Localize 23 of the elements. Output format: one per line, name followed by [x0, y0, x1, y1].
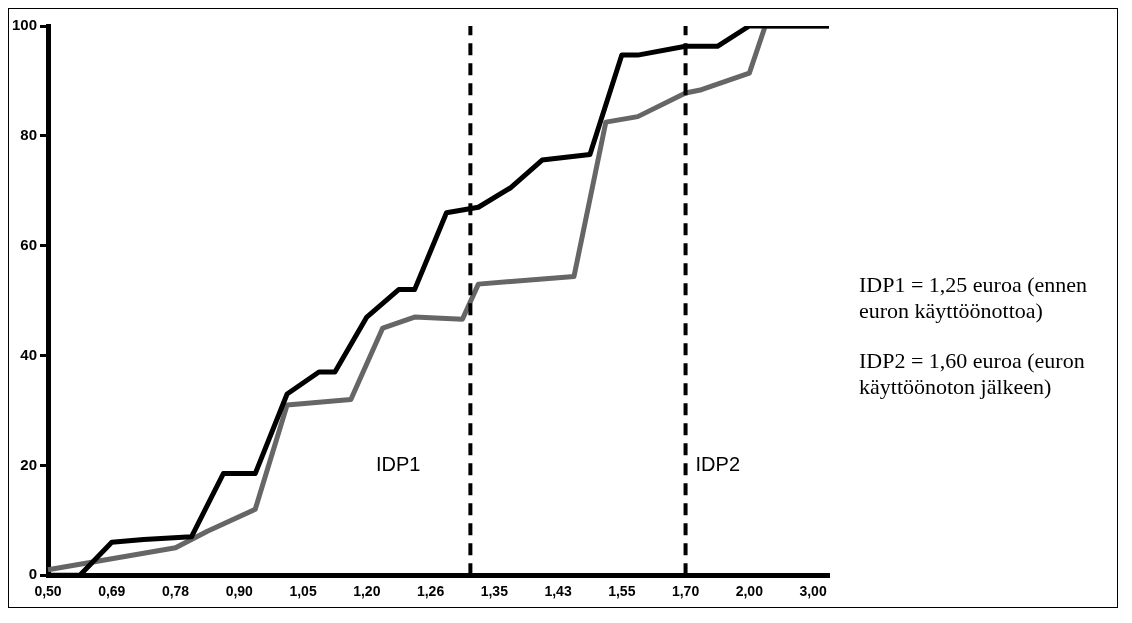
y-tick-label: 80 [20, 125, 38, 143]
text: IDP1 = 1,25 euroa (ennen euron käyttöönottoa) [859, 272, 1089, 324]
x-tick-label: 1,20 [353, 583, 381, 600]
x-tick-label: 1,43 [544, 583, 572, 600]
x-tick-label: 1,26 [416, 583, 445, 600]
y-tick-label: 40 [20, 345, 38, 363]
x-tick-label: 0,50 [34, 583, 62, 600]
y-tick-label: 60 [20, 235, 38, 253]
x-tick-label: 0,69 [98, 583, 126, 600]
y-tick-label: 100 [12, 16, 38, 34]
x-tick-label: 1,35 [480, 583, 509, 600]
x-tick-label: 1,05 [289, 583, 317, 600]
y-tick-label: 20 [20, 455, 38, 473]
text: IDP2 = 1,60 euroa (euron käyttöönoton jälkeen) [859, 348, 1086, 400]
x-tick-label: 1,55 [608, 583, 636, 600]
y-tick-label: 0 [28, 565, 38, 583]
x-tick-label: 0,78 [161, 583, 190, 600]
x-tick-label: 1,70 [671, 583, 700, 600]
ref-line-label: IDP2 [695, 452, 741, 475]
x-tick-label: 2,00 [735, 583, 764, 600]
annotation: IDP1 [375, 452, 421, 475]
x-tick-label: 0,90 [225, 583, 254, 600]
x-tick-label: 3,00 [799, 583, 827, 600]
